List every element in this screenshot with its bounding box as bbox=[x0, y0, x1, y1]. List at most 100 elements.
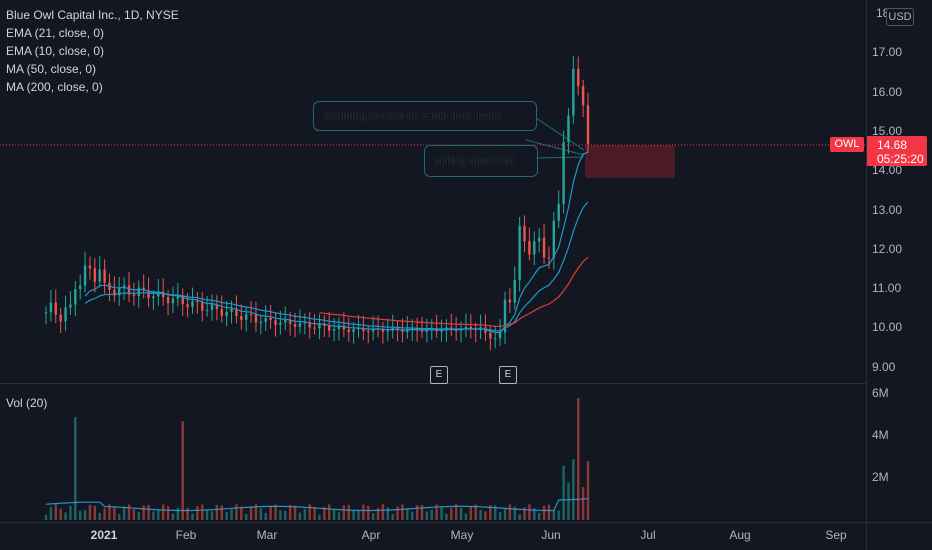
volume-bar bbox=[464, 513, 468, 520]
candle-body bbox=[450, 327, 453, 329]
volume-bar bbox=[352, 510, 355, 520]
volume-bar bbox=[547, 504, 551, 520]
volume-bar bbox=[98, 513, 101, 520]
candle-body bbox=[332, 329, 336, 331]
volume-bar bbox=[474, 504, 477, 520]
candle-body bbox=[401, 329, 404, 332]
volume-bar bbox=[201, 504, 204, 520]
volume-bar bbox=[127, 504, 131, 520]
candle-body bbox=[259, 321, 263, 323]
currency-button[interactable]: USD bbox=[886, 8, 914, 26]
candle-body bbox=[342, 325, 346, 330]
volume-bar bbox=[328, 504, 331, 520]
volume-bar bbox=[469, 506, 473, 520]
candle-body bbox=[469, 326, 473, 329]
volume-bar bbox=[274, 504, 277, 520]
volume-bar bbox=[254, 504, 258, 520]
indicator-ema21[interactable]: EMA (21, close, 0) bbox=[6, 26, 105, 40]
symbol-title[interactable]: Blue Owl Capital Inc., 1D, NYSE bbox=[6, 8, 179, 22]
callout-text: stopping volume on 5 min time frame bbox=[324, 110, 502, 122]
volume-bar bbox=[523, 507, 526, 520]
volume-bar bbox=[362, 504, 365, 520]
chart-legend: Blue Owl Capital Inc., 1D, NYSE EMA (21,… bbox=[6, 6, 179, 96]
annotation-callout-selling-absorbed[interactable]: selling absorbed bbox=[424, 145, 538, 177]
volume-bar bbox=[108, 504, 111, 520]
volume-bar bbox=[284, 510, 287, 520]
price-tick: 15.00 bbox=[872, 124, 903, 138]
volume-bar bbox=[425, 511, 429, 520]
candle-body bbox=[518, 225, 521, 281]
chart-canvas[interactable] bbox=[0, 0, 866, 522]
volume-ma-line bbox=[45, 498, 589, 512]
volume-bar bbox=[220, 505, 223, 520]
selling-zone-rectangle bbox=[585, 145, 675, 178]
volume-bar bbox=[88, 504, 92, 520]
volume-bar bbox=[557, 510, 560, 520]
annotation-callout-stopping-volume[interactable]: stopping volume on 5 min time frame bbox=[313, 101, 537, 131]
volume-bar bbox=[494, 505, 497, 520]
volume-bar bbox=[552, 510, 556, 520]
indicator-ema10[interactable]: EMA (10, close, 0) bbox=[6, 44, 105, 58]
volume-bar bbox=[415, 505, 419, 520]
volume-bar bbox=[152, 511, 155, 520]
callout-1-pointer bbox=[525, 139, 585, 156]
time-tick: May bbox=[450, 528, 474, 542]
candle-body bbox=[210, 304, 214, 310]
price-axis-border bbox=[866, 0, 867, 550]
time-tick: Jul bbox=[640, 528, 656, 542]
indicator-ma200[interactable]: MA (200, close, 0) bbox=[6, 80, 103, 94]
volume-bar bbox=[69, 505, 72, 520]
volume-bar bbox=[303, 508, 306, 520]
volume-bar bbox=[572, 459, 575, 520]
volume-bar bbox=[435, 504, 438, 520]
volume-bar bbox=[577, 398, 580, 520]
volume-bar bbox=[489, 505, 492, 520]
indicator-ma50[interactable]: MA (50, close, 0) bbox=[6, 62, 97, 76]
candle-body bbox=[498, 332, 502, 339]
callout-1-pointer bbox=[535, 117, 585, 151]
candle-body bbox=[323, 324, 326, 326]
volume-bar bbox=[137, 511, 140, 520]
volume-bar bbox=[567, 482, 570, 520]
volume-bar bbox=[586, 461, 590, 520]
candle-body bbox=[494, 338, 497, 340]
earnings-badge[interactable]: E bbox=[499, 366, 517, 384]
volume-bar bbox=[279, 510, 282, 520]
candle-body bbox=[577, 68, 580, 87]
volume-bar bbox=[562, 465, 565, 520]
volume-bar bbox=[288, 504, 292, 520]
candle-body bbox=[557, 203, 560, 221]
time-tick: Aug bbox=[729, 528, 751, 542]
volume-bar bbox=[484, 511, 487, 520]
candle-body bbox=[122, 285, 126, 289]
candle-body bbox=[503, 299, 507, 333]
volume-bar bbox=[147, 505, 150, 520]
volume-legend[interactable]: Vol (20) bbox=[6, 396, 48, 410]
volume-bar bbox=[498, 511, 502, 520]
price-tick: 16.00 bbox=[872, 85, 903, 99]
candle-body bbox=[293, 323, 297, 327]
price-tick: 9.00 bbox=[872, 360, 896, 374]
volume-bar bbox=[518, 514, 521, 520]
candle-body bbox=[147, 290, 150, 299]
earnings-badge[interactable]: E bbox=[430, 366, 448, 384]
volume-bar bbox=[367, 505, 370, 520]
candle-body bbox=[220, 309, 223, 316]
volume-bar bbox=[230, 509, 233, 520]
candle-body bbox=[215, 304, 219, 310]
candle-body bbox=[440, 330, 443, 332]
time-axis-border bbox=[0, 522, 932, 523]
candle-body bbox=[533, 241, 536, 255]
callout-2-pointer bbox=[535, 156, 585, 159]
candle-body bbox=[298, 323, 302, 327]
candle-body bbox=[542, 237, 546, 258]
volume-bar bbox=[269, 505, 272, 520]
volume-bar bbox=[215, 505, 219, 520]
volume-bar bbox=[528, 504, 531, 520]
candle-body bbox=[78, 285, 82, 290]
candle-body bbox=[118, 288, 121, 296]
candle-body bbox=[508, 299, 512, 303]
volume-bar bbox=[513, 506, 516, 520]
indicator-lines-group bbox=[45, 151, 589, 512]
candle-body bbox=[235, 308, 238, 317]
